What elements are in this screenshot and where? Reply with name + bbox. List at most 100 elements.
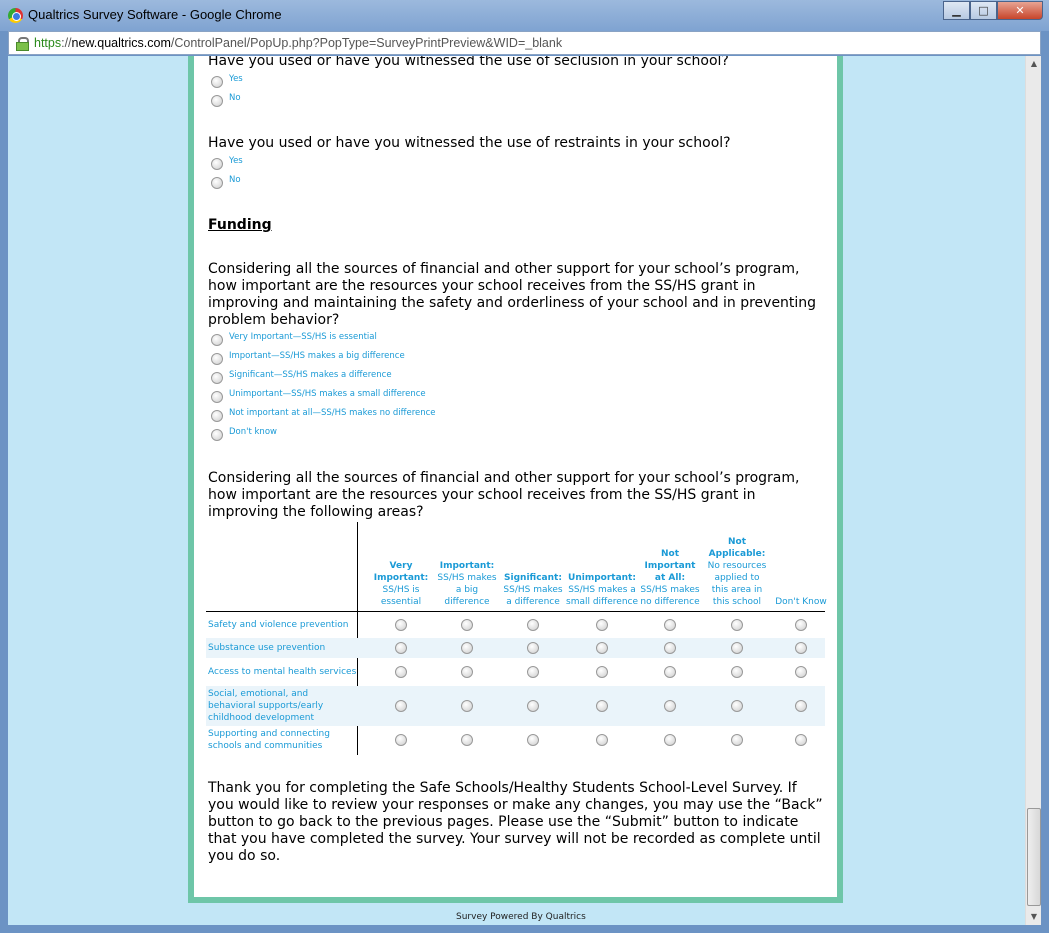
radio-button[interactable] (211, 410, 223, 422)
radio-button[interactable] (211, 429, 223, 441)
radio-button[interactable] (664, 666, 676, 678)
matrix-row: Substance use prevention (206, 638, 825, 658)
column-header-bold: Significant: (504, 573, 562, 583)
column-header: Important: SS/HS makes a big difference (436, 560, 498, 608)
matrix-row: Access to mental health services (206, 658, 825, 686)
minimize-button[interactable]: ▁ (943, 1, 970, 20)
option-label: Unimportant—SS/HS makes a small differen… (229, 389, 426, 399)
column-header-desc: SS/HS makes a big difference (437, 573, 497, 607)
column-header: Significant: SS/HS makes a difference (502, 572, 564, 608)
column-header-desc: SS/HS makes a difference (503, 585, 563, 607)
option-label: No (229, 175, 241, 185)
address-bar[interactable]: https://new.qualtrics.com/ControlPanel/P… (8, 31, 1041, 55)
radio-button[interactable] (211, 353, 223, 365)
funding-option[interactable]: Significant—SS/HS makes a difference (211, 370, 392, 384)
radio-button[interactable] (664, 734, 676, 746)
column-header: Not Important at All: SS/HS makes no diff… (640, 548, 700, 608)
matrix-table: Very Important: SS/HS is essential Importa… (206, 522, 827, 755)
scrollbar[interactable]: ▲ ▼ (1025, 56, 1041, 925)
funding-option[interactable]: Very Important—SS/HS is essential (211, 332, 377, 346)
radio-button[interactable] (211, 76, 223, 88)
radio-button[interactable] (664, 642, 676, 654)
radio-button[interactable] (211, 391, 223, 403)
url-sep: :// (61, 36, 72, 50)
radio-button[interactable] (395, 642, 407, 654)
maximize-button[interactable]: □ (970, 1, 997, 20)
column-header: Very Important: SS/HS is essential (371, 560, 431, 608)
close-button[interactable]: ✕ (997, 1, 1043, 20)
radio-button[interactable] (395, 619, 407, 631)
question-areas: Considering all the sources of financial… (208, 470, 800, 520)
option-label: Significant—SS/HS makes a difference (229, 370, 392, 380)
radio-button[interactable] (211, 95, 223, 107)
option-yes[interactable]: Yes (211, 74, 243, 88)
funding-option[interactable]: Unimportant—SS/HS makes a small differen… (211, 389, 426, 403)
title-bar: Qualtrics Survey Software - Google Chrom… (0, 0, 1049, 31)
scroll-up-icon[interactable]: ▲ (1030, 59, 1038, 68)
funding-option[interactable]: Don't know (211, 427, 277, 441)
option-no[interactable]: No (211, 93, 241, 107)
radio-button[interactable] (395, 700, 407, 712)
radio-button[interactable] (596, 734, 608, 746)
scroll-down-icon[interactable]: ▼ (1030, 912, 1038, 921)
column-header-bold: Important: (439, 561, 495, 571)
radio-button[interactable] (395, 734, 407, 746)
radio-button[interactable] (527, 619, 539, 631)
matrix-row: Safety and violence prevention (206, 612, 825, 638)
radio-button[interactable] (461, 666, 473, 678)
radio-button[interactable] (527, 700, 539, 712)
option-no[interactable]: No (211, 175, 241, 189)
radio-button[interactable] (461, 734, 473, 746)
radio-button[interactable] (211, 372, 223, 384)
option-yes[interactable]: Yes (211, 156, 243, 170)
radio-button[interactable] (596, 700, 608, 712)
radio-button[interactable] (731, 734, 743, 746)
radio-button[interactable] (795, 666, 807, 678)
option-label: Very Important—SS/HS is essential (229, 332, 377, 342)
column-header-desc: No resources applied to this area in thi… (707, 561, 767, 607)
option-label: No (229, 93, 241, 103)
radio-button[interactable] (596, 666, 608, 678)
page-viewport: Have you used or have you witnessed the … (8, 56, 1025, 925)
radio-button[interactable] (527, 666, 539, 678)
window-title: Qualtrics Survey Software - Google Chrom… (28, 7, 282, 22)
radio-button[interactable] (527, 642, 539, 654)
radio-button[interactable] (795, 619, 807, 631)
column-header-bold: Unimportant: (568, 573, 636, 583)
row-label: Safety and violence prevention (208, 620, 349, 630)
radio-button[interactable] (596, 642, 608, 654)
radio-button[interactable] (731, 666, 743, 678)
survey-panel (188, 56, 843, 903)
radio-button[interactable] (527, 734, 539, 746)
matrix-header: Very Important: SS/HS is essential Importa… (206, 522, 827, 612)
option-label: Not important at all—SS/HS makes no diff… (229, 408, 436, 418)
question-restraints: Have you used or have you witnessed the … (208, 135, 731, 151)
radio-button[interactable] (461, 700, 473, 712)
radio-button[interactable] (731, 642, 743, 654)
radio-button[interactable] (731, 619, 743, 631)
radio-button[interactable] (795, 642, 807, 654)
funding-option[interactable]: Important—SS/HS makes a big difference (211, 351, 405, 365)
radio-button[interactable] (211, 334, 223, 346)
footer-powered-by[interactable]: Survey Powered By Qualtrics (456, 912, 586, 922)
funding-option[interactable]: Not important at all—SS/HS makes no diff… (211, 408, 436, 422)
radio-button[interactable] (795, 700, 807, 712)
radio-button[interactable] (664, 619, 676, 631)
radio-button[interactable] (461, 642, 473, 654)
radio-button[interactable] (211, 177, 223, 189)
radio-button[interactable] (211, 158, 223, 170)
radio-button[interactable] (795, 734, 807, 746)
url-scheme: https (34, 36, 62, 50)
scroll-thumb[interactable] (1027, 808, 1041, 906)
column-header: Don't Know (770, 596, 832, 608)
row-label: Supporting and connecting schools and co… (208, 729, 330, 751)
option-label: Yes (229, 156, 243, 166)
radio-button[interactable] (731, 700, 743, 712)
window-frame (0, 925, 1049, 933)
radio-button[interactable] (395, 666, 407, 678)
column-header: Unimportant: SS/HS makes a small differen… (566, 572, 638, 608)
radio-button[interactable] (461, 619, 473, 631)
radio-button[interactable] (596, 619, 608, 631)
radio-button[interactable] (664, 700, 676, 712)
url-host: new.qualtrics.com (71, 36, 171, 50)
